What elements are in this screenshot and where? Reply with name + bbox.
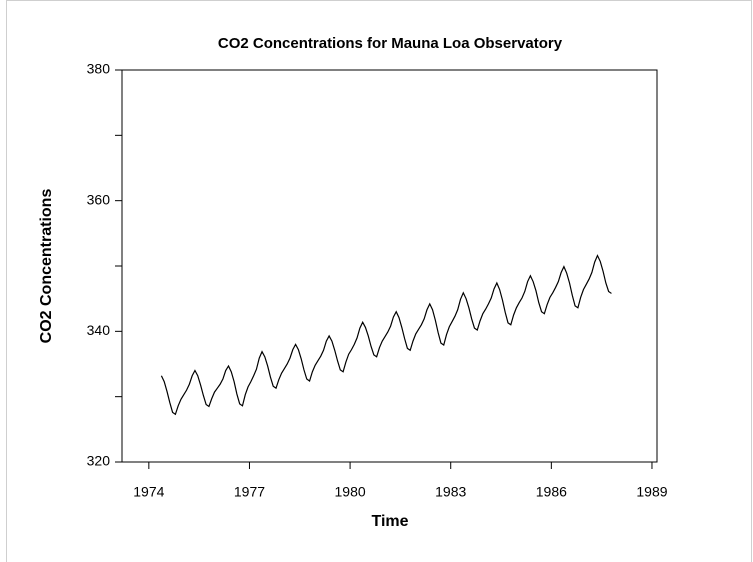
chart-title: CO2 Concentrations for Mauna Loa Observa… bbox=[218, 35, 563, 52]
x-tick-label: 1977 bbox=[234, 484, 265, 500]
y-tick-label: 380 bbox=[87, 61, 111, 77]
y-axis-title: CO2 Concentrations bbox=[38, 189, 55, 344]
x-tick-label: 1983 bbox=[435, 484, 466, 500]
page-border bbox=[6, 0, 752, 562]
x-tick-label: 1974 bbox=[133, 484, 164, 500]
y-tick-label: 360 bbox=[87, 191, 111, 207]
plot-frame bbox=[121, 69, 658, 463]
y-tick-label: 320 bbox=[87, 453, 111, 469]
x-tick-label: 1986 bbox=[536, 484, 567, 500]
x-tick-label: 1989 bbox=[636, 484, 667, 500]
x-axis-title: Time bbox=[371, 513, 408, 530]
y-tick-label: 340 bbox=[87, 322, 111, 338]
x-tick-label: 1980 bbox=[335, 484, 366, 500]
data-line bbox=[160, 254, 612, 416]
